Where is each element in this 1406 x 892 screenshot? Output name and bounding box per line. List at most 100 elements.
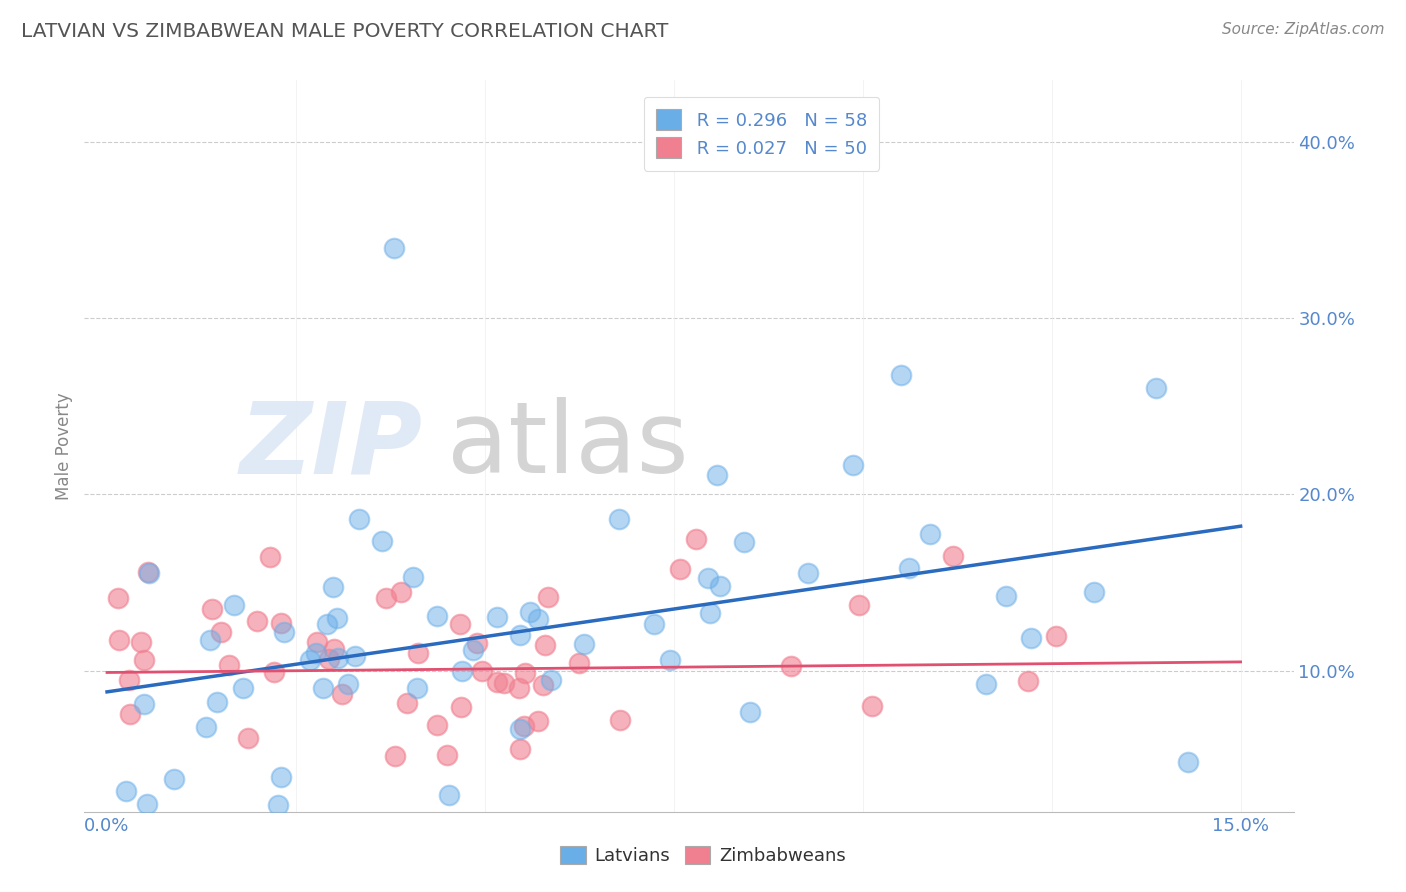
Point bbox=[107, 633, 129, 648]
Point bbox=[531, 678, 554, 692]
Point bbox=[138, 566, 160, 580]
Point bbox=[526, 714, 548, 728]
Point bbox=[974, 677, 997, 691]
Point bbox=[486, 609, 509, 624]
Point bbox=[706, 467, 728, 482]
Point bbox=[259, 550, 281, 565]
Point bbox=[224, 598, 246, 612]
Point bbox=[471, 665, 494, 679]
Point bbox=[163, 772, 186, 787]
Point bbox=[568, 656, 591, 670]
Point bbox=[842, 458, 865, 472]
Point bbox=[232, 681, 254, 696]
Point bbox=[513, 719, 536, 733]
Point bbox=[607, 512, 630, 526]
Point bbox=[1177, 756, 1199, 770]
Point bbox=[733, 535, 755, 549]
Point bbox=[994, 589, 1017, 603]
Point bbox=[898, 561, 921, 575]
Point bbox=[436, 747, 458, 762]
Point bbox=[371, 534, 394, 549]
Point bbox=[318, 652, 340, 666]
Point bbox=[305, 635, 328, 649]
Point bbox=[797, 566, 820, 580]
Point bbox=[322, 580, 344, 594]
Point bbox=[273, 625, 295, 640]
Point bbox=[426, 609, 449, 624]
Point bbox=[326, 611, 349, 625]
Point bbox=[132, 652, 155, 666]
Point bbox=[382, 241, 405, 255]
Point bbox=[918, 526, 941, 541]
Point bbox=[697, 571, 720, 585]
Point bbox=[194, 720, 217, 734]
Text: Source: ZipAtlas.com: Source: ZipAtlas.com bbox=[1222, 22, 1385, 37]
Point bbox=[508, 681, 530, 696]
Point bbox=[1045, 629, 1067, 643]
Point bbox=[299, 653, 322, 667]
Point bbox=[375, 591, 398, 606]
Point bbox=[699, 606, 721, 620]
Point bbox=[384, 749, 406, 764]
Point bbox=[347, 512, 370, 526]
Text: atlas: atlas bbox=[447, 398, 689, 494]
Point bbox=[138, 565, 160, 579]
Point bbox=[540, 673, 562, 687]
Point bbox=[132, 697, 155, 711]
Point bbox=[406, 646, 429, 660]
Point bbox=[263, 665, 285, 680]
Point bbox=[135, 797, 157, 811]
Point bbox=[738, 706, 761, 720]
Point bbox=[658, 653, 681, 667]
Point bbox=[779, 659, 801, 673]
Point bbox=[236, 731, 259, 745]
Point bbox=[1144, 381, 1167, 395]
Point bbox=[343, 648, 366, 663]
Point bbox=[107, 591, 129, 606]
Point bbox=[509, 627, 531, 641]
Point bbox=[848, 599, 870, 613]
Point bbox=[572, 637, 595, 651]
Point bbox=[246, 614, 269, 628]
Point bbox=[120, 706, 142, 721]
Point bbox=[389, 584, 412, 599]
Point bbox=[1019, 631, 1042, 645]
Point bbox=[316, 616, 339, 631]
Point bbox=[396, 696, 419, 710]
Point bbox=[890, 368, 912, 382]
Point bbox=[326, 651, 349, 665]
Legend: Latvians, Zimbabweans: Latvians, Zimbabweans bbox=[551, 837, 855, 874]
Point bbox=[201, 601, 224, 615]
Point bbox=[685, 532, 707, 546]
Point bbox=[609, 713, 631, 727]
Point bbox=[860, 698, 883, 713]
Point bbox=[449, 616, 471, 631]
Point bbox=[509, 722, 531, 736]
Point bbox=[513, 665, 536, 680]
Point bbox=[942, 549, 965, 563]
Point bbox=[207, 695, 229, 709]
Point bbox=[534, 638, 557, 652]
Text: LATVIAN VS ZIMBABWEAN MALE POVERTY CORRELATION CHART: LATVIAN VS ZIMBABWEAN MALE POVERTY CORRE… bbox=[21, 22, 668, 41]
Point bbox=[509, 741, 531, 756]
Y-axis label: Male Poverty: Male Poverty bbox=[55, 392, 73, 500]
Point bbox=[461, 643, 484, 657]
Point bbox=[527, 611, 550, 625]
Point bbox=[437, 788, 460, 802]
Point bbox=[322, 642, 344, 657]
Point bbox=[267, 798, 290, 813]
Point bbox=[494, 676, 516, 690]
Point bbox=[114, 784, 136, 798]
Point bbox=[336, 677, 359, 691]
Point bbox=[465, 636, 488, 650]
Point bbox=[402, 570, 425, 584]
Point bbox=[198, 632, 221, 647]
Legend:  R = 0.296   N = 58,  R = 0.027   N = 50: R = 0.296 N = 58, R = 0.027 N = 50 bbox=[644, 96, 879, 171]
Point bbox=[270, 770, 292, 784]
Point bbox=[519, 605, 541, 619]
Point bbox=[270, 615, 292, 630]
Point bbox=[1017, 673, 1039, 688]
Point bbox=[406, 681, 429, 696]
Point bbox=[709, 579, 731, 593]
Point bbox=[669, 562, 692, 576]
